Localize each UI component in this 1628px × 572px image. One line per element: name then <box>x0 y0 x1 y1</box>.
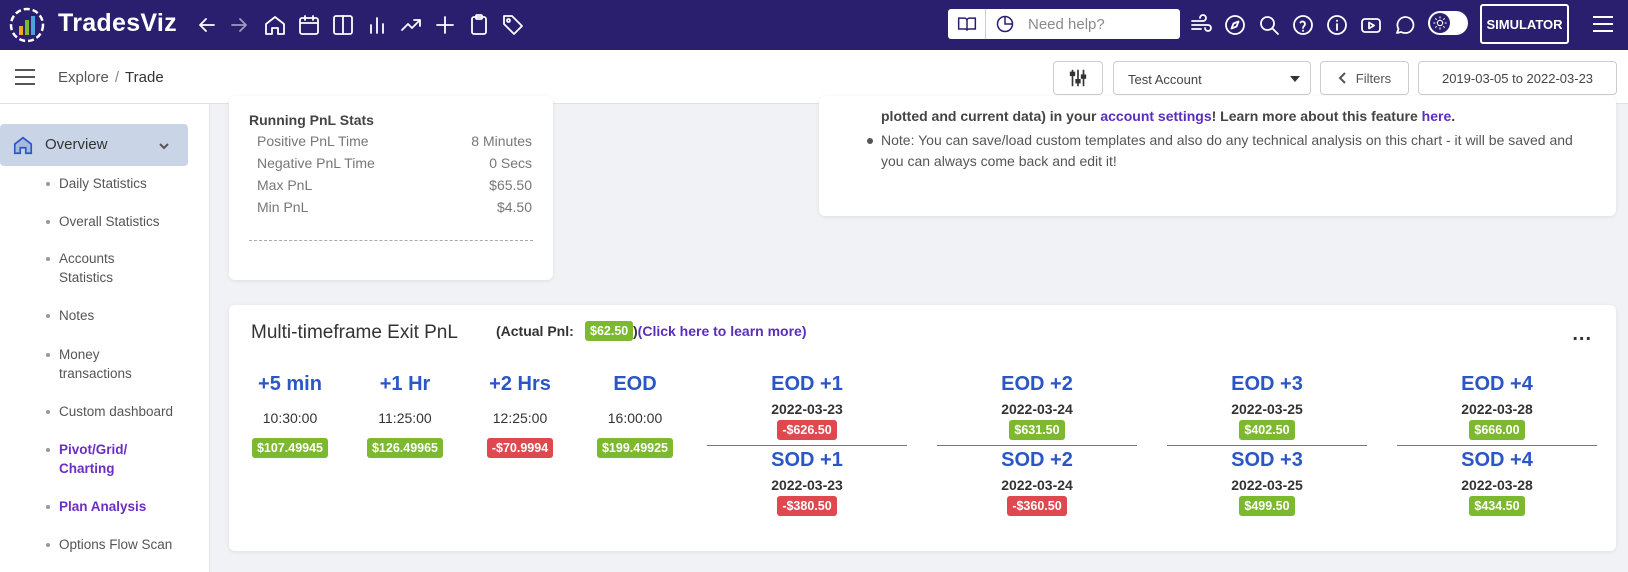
account-select-value: Test Account <box>1128 72 1202 87</box>
pnl-row-min-pnl: Min PnL $4.50 <box>257 199 532 215</box>
pnl-row-negative-time: Negative PnL Time 0 Secs <box>257 155 532 171</box>
sub-header: Explore / Trade Test Account Filters 2019-… <box>0 50 1628 104</box>
learn-more-here-link[interactable]: here <box>1421 108 1452 124</box>
pnl-badge: -$360.50 <box>1007 496 1067 516</box>
notes-bullet: Note: You can save/load custom templates… <box>867 130 1597 172</box>
actual-pnl-label: (Actual Pnl: <box>496 323 574 339</box>
columns-icon[interactable] <box>330 12 356 38</box>
home-icon[interactable] <box>262 12 288 38</box>
home-icon <box>12 134 34 156</box>
arrow-left-icon[interactable] <box>194 12 220 38</box>
multi-timeframe-exit-pnl-card: Multi-timeframe Exit PnL (Actual Pnl: $6… <box>229 305 1616 551</box>
sidebar: Overview Daily Statistics Overall Statis… <box>0 104 210 572</box>
pnl-badge: $631.50 <box>1009 420 1065 440</box>
divider <box>249 240 533 241</box>
learn-more-link[interactable]: )(Click here to learn more) <box>633 323 807 339</box>
arrow-right-icon[interactable] <box>226 12 252 38</box>
sun-icon <box>1430 13 1450 33</box>
account-settings-link[interactable]: account settings <box>1100 108 1212 124</box>
sidebar-item-overview[interactable]: Overview <box>0 124 188 166</box>
pnl-badge: $499.50 <box>1239 496 1295 516</box>
book-icon[interactable] <box>948 9 986 39</box>
filters-button[interactable]: Filters <box>1320 61 1409 95</box>
pnl-badge: $434.50 <box>1469 496 1525 516</box>
pnl-badge: $107.49945 <box>251 438 329 458</box>
clipboard-icon[interactable] <box>466 12 492 38</box>
mtf-title: Multi-timeframe Exit PnL <box>251 322 458 343</box>
info-icon[interactable] <box>1324 12 1350 38</box>
top-navbar: TradesViz SIMULATOR <box>0 0 1628 50</box>
tag-icon[interactable] <box>500 12 526 38</box>
breadcrumb-separator: / <box>114 69 120 86</box>
running-pnl-title: Running PnL Stats <box>249 112 374 128</box>
pnl-badge: $402.50 <box>1239 420 1295 440</box>
pnl-row-positive-time: Positive PnL Time 8 Minutes <box>257 133 532 149</box>
theme-toggle[interactable] <box>1428 11 1468 35</box>
trending-up-icon[interactable] <box>398 12 424 38</box>
compass-icon[interactable] <box>1222 12 1248 38</box>
wind-icon[interactable] <box>1188 12 1214 38</box>
timeframe-2hrs: +2 Hrs 12:25:00 -$70.9994 <box>470 373 570 458</box>
bar-chart-icon[interactable] <box>364 12 390 38</box>
timeframe-1hr: +1 Hr 11:25:00 $126.49965 <box>355 373 455 458</box>
brand-name[interactable]: TradesViz <box>58 9 177 37</box>
day-plus-1: EOD +1 2022-03-23 -$626.50 SOD +1 2022-0… <box>707 373 907 516</box>
help-search-box <box>948 9 1180 39</box>
caret-down-icon <box>1290 76 1300 82</box>
sidebar-item-options-flow-scan[interactable]: Options Flow Scan <box>46 535 196 554</box>
help-circle-icon[interactable] <box>1290 12 1316 38</box>
plus-icon[interactable] <box>432 12 458 38</box>
breadcrumb-explore[interactable]: Explore <box>58 69 109 86</box>
pnl-badge: -$380.50 <box>777 496 837 516</box>
day-plus-2: EOD +2 2022-03-24 $631.50 SOD +2 2022-03… <box>937 373 1137 516</box>
menu-icon[interactable] <box>1590 11 1616 37</box>
chart-notes-card: plotted and current data) in your accoun… <box>819 96 1616 216</box>
filters-label: Filters <box>1355 70 1392 86</box>
sidebar-item-money-transactions[interactable]: Money transactions <box>46 345 196 383</box>
account-select[interactable]: Test Account <box>1113 61 1311 95</box>
calendar-icon[interactable] <box>296 12 322 38</box>
sidebar-item-label: Overview <box>45 136 108 153</box>
search-icon[interactable] <box>1256 12 1282 38</box>
notes-line: plotted and current data) in your accoun… <box>881 108 1456 124</box>
day-plus-4: EOD +4 2022-03-28 $666.00 SOD +4 2022-03… <box>1397 373 1597 516</box>
running-pnl-card: Running PnL Stats Positive PnL Time 8 Min… <box>229 96 553 280</box>
breadcrumb-trade: Trade <box>125 69 164 86</box>
chevron-left-icon <box>1338 72 1346 84</box>
sidebar-item-notes[interactable]: Notes <box>46 306 196 325</box>
sidebar-item-overall-statistics[interactable]: Overall Statistics <box>46 212 196 231</box>
more-options-icon[interactable]: ... <box>1572 323 1592 345</box>
pnl-badge: $666.00 <box>1469 420 1525 440</box>
pnl-badge: -$70.9994 <box>486 438 554 458</box>
tradesviz-logo-icon[interactable] <box>8 6 46 44</box>
breadcrumb: Explore / Trade <box>58 69 164 86</box>
day-plus-3: EOD +3 2022-03-25 $402.50 SOD +3 2022-03… <box>1167 373 1367 516</box>
sidebar-toggle-icon[interactable] <box>14 68 36 86</box>
timeframe-eod: EOD 16:00:00 $199.49925 <box>585 373 685 458</box>
actual-pnl-badge: $62.50 <box>585 321 634 341</box>
chart-settings-button[interactable] <box>1053 61 1103 95</box>
sliders-icon <box>1069 69 1087 87</box>
pnl-badge: -$626.50 <box>777 420 837 440</box>
pie-chart-icon[interactable] <box>986 9 1024 39</box>
sidebar-item-custom-dashboard[interactable]: Custom dashboard <box>46 402 196 421</box>
pnl-row-max-pnl: Max PnL $65.50 <box>257 177 532 193</box>
chat-icon[interactable] <box>1392 12 1418 38</box>
sidebar-item-pivot-grid-charting[interactable]: Pivot/Grid/ Charting <box>46 440 196 478</box>
pnl-badge: $199.49925 <box>596 438 674 458</box>
pnl-badge: $126.49965 <box>366 438 444 458</box>
timeframe-5min: +5 min 10:30:00 $107.49945 <box>240 373 340 458</box>
help-input[interactable] <box>1028 12 1176 36</box>
sidebar-item-accounts-statistics[interactable]: Accounts Statistics <box>46 249 196 287</box>
simulator-button[interactable]: SIMULATOR <box>1480 4 1569 44</box>
date-range-button[interactable]: 2019-03-05 to 2022-03-23 <box>1418 61 1617 95</box>
sidebar-item-daily-statistics[interactable]: Daily Statistics <box>46 174 196 193</box>
sidebar-item-plan-analysis[interactable]: Plan Analysis <box>46 497 196 516</box>
youtube-icon[interactable] <box>1358 12 1384 38</box>
chevron-down-icon <box>158 139 170 151</box>
